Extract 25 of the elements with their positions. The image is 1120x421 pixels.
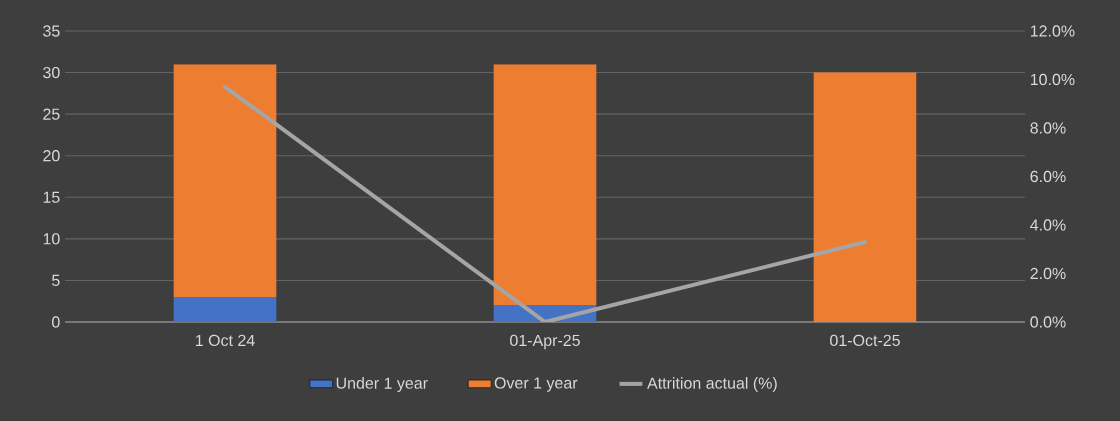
legend-label: Attrition actual (%) (647, 377, 777, 392)
legend-label: Over 1 year (494, 377, 578, 392)
legend-label: Under 1 year (336, 377, 428, 392)
bar (173, 64, 277, 298)
y-tick-label: 5 (52, 274, 60, 286)
y-tick-label: 35 (43, 25, 60, 37)
y-tick-label: 0 (52, 316, 60, 328)
y-tick-label: 25 (43, 108, 60, 120)
x-tick-label: 01-Oct-25 (830, 334, 900, 347)
x-tick-label: 01-Apr-25 (510, 334, 580, 350)
y2-tick-label: 2.0% (1030, 267, 1066, 280)
bar (173, 297, 277, 322)
bar (493, 64, 597, 306)
y-tick-label: 20 (43, 150, 60, 162)
y2-tick-label: 6.0% (1030, 170, 1066, 183)
y2-tick-label: 8.0% (1030, 122, 1066, 134)
y-tick-label: 15 (43, 191, 60, 203)
y2-tick-label: 4.0% (1030, 219, 1066, 231)
y-tick-label: 30 (43, 66, 60, 79)
y2-tick-label: 12.0% (1030, 25, 1075, 37)
y-tick-label: 10 (43, 233, 60, 245)
y2-tick-label: 0.0% (1030, 316, 1066, 328)
bar (813, 72, 917, 322)
x-tick-label: 1 Oct 24 (195, 334, 255, 347)
y2-tick-label: 10.0% (1030, 73, 1075, 86)
